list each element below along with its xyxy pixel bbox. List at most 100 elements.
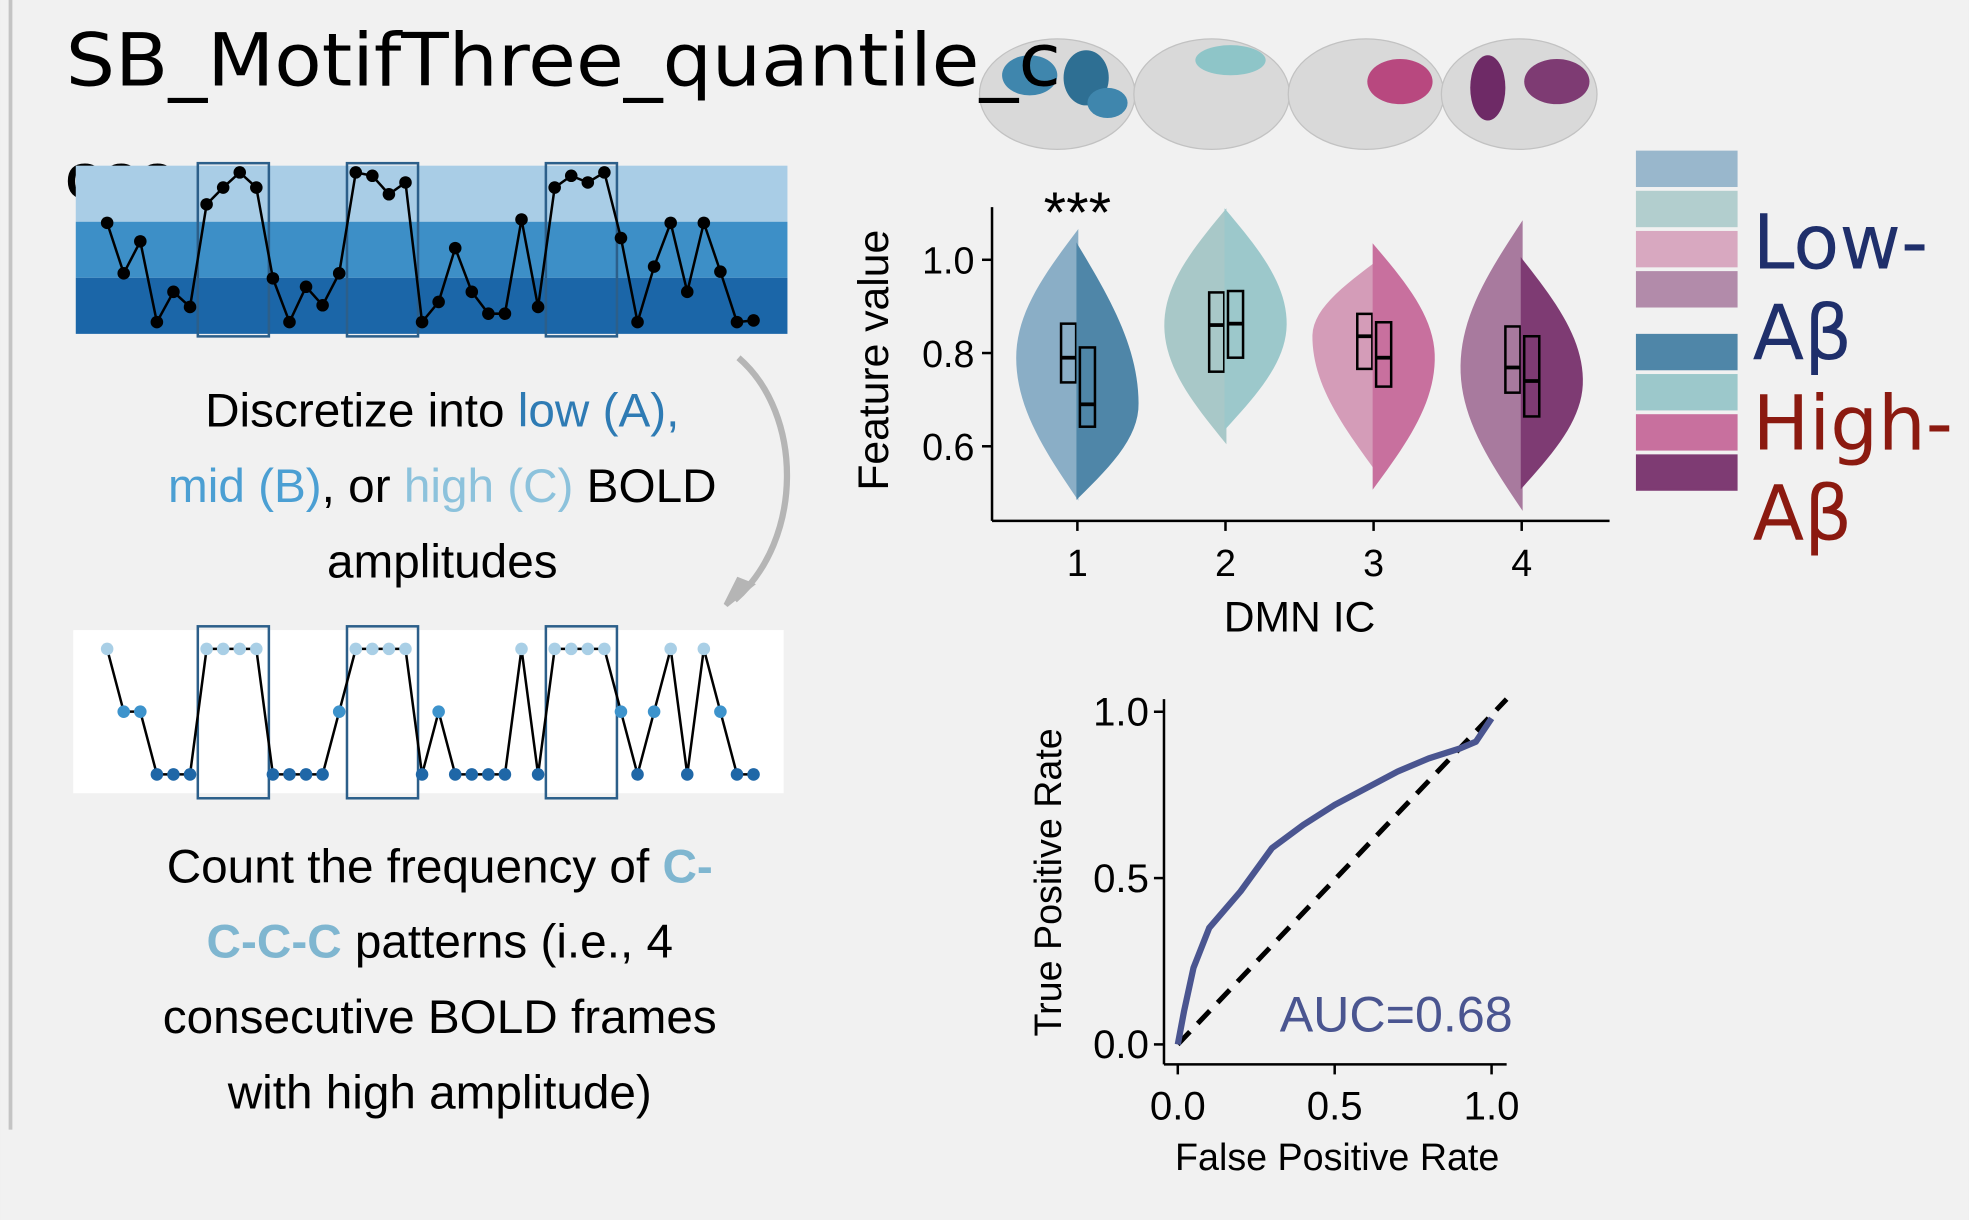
caption-text: high (C)	[404, 460, 574, 513]
level-point	[747, 768, 760, 781]
level-point	[101, 643, 114, 656]
level-point	[250, 643, 263, 656]
series-point	[101, 217, 114, 230]
series-point	[383, 188, 396, 201]
x-axis-title: DMN IC	[1224, 593, 1376, 641]
level-point	[399, 643, 412, 656]
legend-swatch	[1637, 456, 1736, 490]
brain-blob	[1367, 59, 1432, 104]
legend-swatch	[1637, 152, 1736, 186]
series-point	[548, 181, 561, 194]
caption-line: Discretize into low (A),	[205, 385, 679, 438]
level-point	[548, 643, 561, 656]
series-point	[482, 307, 495, 320]
level-point	[432, 705, 445, 718]
caption-text: BOLD	[573, 460, 716, 513]
legend-swatch	[1637, 232, 1736, 266]
brain-blob	[1470, 55, 1505, 120]
legend-entry: High-Aβ	[1753, 379, 1969, 592]
brain-blob	[1195, 45, 1265, 75]
level-point	[151, 768, 164, 781]
series-point	[582, 176, 595, 189]
series-point	[449, 242, 462, 255]
series-point	[631, 316, 644, 329]
level-point	[731, 768, 744, 781]
y-tick-label: 0.8	[922, 333, 974, 375]
series-point	[747, 314, 760, 327]
level-point	[532, 768, 545, 781]
level-point	[598, 643, 611, 656]
amplitude-band	[76, 278, 788, 334]
level-point	[631, 768, 644, 781]
level-point	[466, 768, 479, 781]
legend-swatch	[1637, 272, 1736, 306]
caption-text: patterns (i.e., 4	[342, 916, 673, 969]
series-point	[499, 307, 512, 320]
series-point	[681, 286, 694, 299]
series-point	[349, 166, 362, 179]
caption-text: mid (B)	[168, 460, 322, 513]
series-point	[117, 267, 130, 280]
caption-text: C-C-C	[207, 916, 342, 969]
caption-text: , or	[322, 460, 404, 513]
level-point	[333, 705, 346, 718]
x-tick-label: 1	[1067, 542, 1088, 584]
y-axis-title: True Positive Rate	[1027, 728, 1069, 1036]
series-point	[167, 286, 180, 299]
level-point	[267, 768, 280, 781]
level-point	[482, 768, 495, 781]
series-point	[615, 232, 628, 245]
series-point	[416, 316, 429, 329]
level-point	[233, 643, 246, 656]
x-tick-label: 1.0	[1464, 1084, 1520, 1129]
series-point	[399, 176, 412, 189]
series-point	[333, 267, 346, 280]
series-point	[200, 198, 213, 211]
page: CCCDiscretize into low (A),mid (B), or h…	[0, 0, 1969, 1220]
caption-text: amplitudes	[327, 535, 558, 588]
caption-line: consecutive BOLD frames	[163, 991, 717, 1044]
caption-text: Discretize into	[205, 385, 518, 438]
slide: CCCDiscretize into low (A),mid (B), or h…	[0, 0, 1969, 1220]
level-point	[515, 643, 528, 656]
series-point	[300, 280, 313, 293]
brain-blob	[1087, 88, 1127, 118]
caption-line: amplitudes	[327, 535, 558, 588]
series-point	[565, 169, 578, 182]
y-tick-label: 0.0	[1093, 1022, 1149, 1067]
legend-swatch	[1637, 415, 1736, 449]
level-point	[167, 768, 180, 781]
series-point	[267, 272, 280, 285]
slide-title: SB_MotifThree_quantile_c	[66, 18, 1061, 103]
caption-text: consecutive BOLD frames	[163, 991, 717, 1044]
level-point	[582, 643, 595, 656]
level-point	[117, 705, 130, 718]
amplitude-band	[76, 166, 788, 222]
legend-swatch	[1637, 192, 1736, 226]
x-tick-label: 4	[1511, 542, 1532, 584]
series-point	[217, 181, 230, 194]
level-point	[349, 643, 362, 656]
level-point	[565, 643, 578, 656]
level-point	[200, 643, 213, 656]
level-point	[217, 643, 230, 656]
y-tick-label: 1.0	[1093, 690, 1149, 735]
series-point	[466, 286, 479, 299]
caption-line: mid (B), or high (C) BOLD	[168, 460, 717, 513]
series-point	[714, 265, 727, 278]
level-point	[698, 643, 711, 656]
legend-swatch	[1637, 375, 1736, 409]
series-point	[250, 181, 263, 194]
caption-text: with high amplitude)	[227, 1066, 652, 1119]
x-axis-title: False Positive Rate	[1175, 1136, 1499, 1178]
x-tick-label: 0.0	[1150, 1084, 1206, 1129]
level-point	[283, 768, 296, 781]
annotation: AUC=0.68	[1280, 987, 1513, 1043]
caption-line: C-C-C patterns (i.e., 4	[207, 916, 673, 969]
x-tick-label: 0.5	[1307, 1084, 1363, 1129]
caption-line: Count the frequency of C-	[167, 840, 713, 893]
series-point	[316, 299, 329, 312]
series-point	[283, 316, 296, 329]
level-point	[615, 705, 628, 718]
level-point	[383, 643, 396, 656]
